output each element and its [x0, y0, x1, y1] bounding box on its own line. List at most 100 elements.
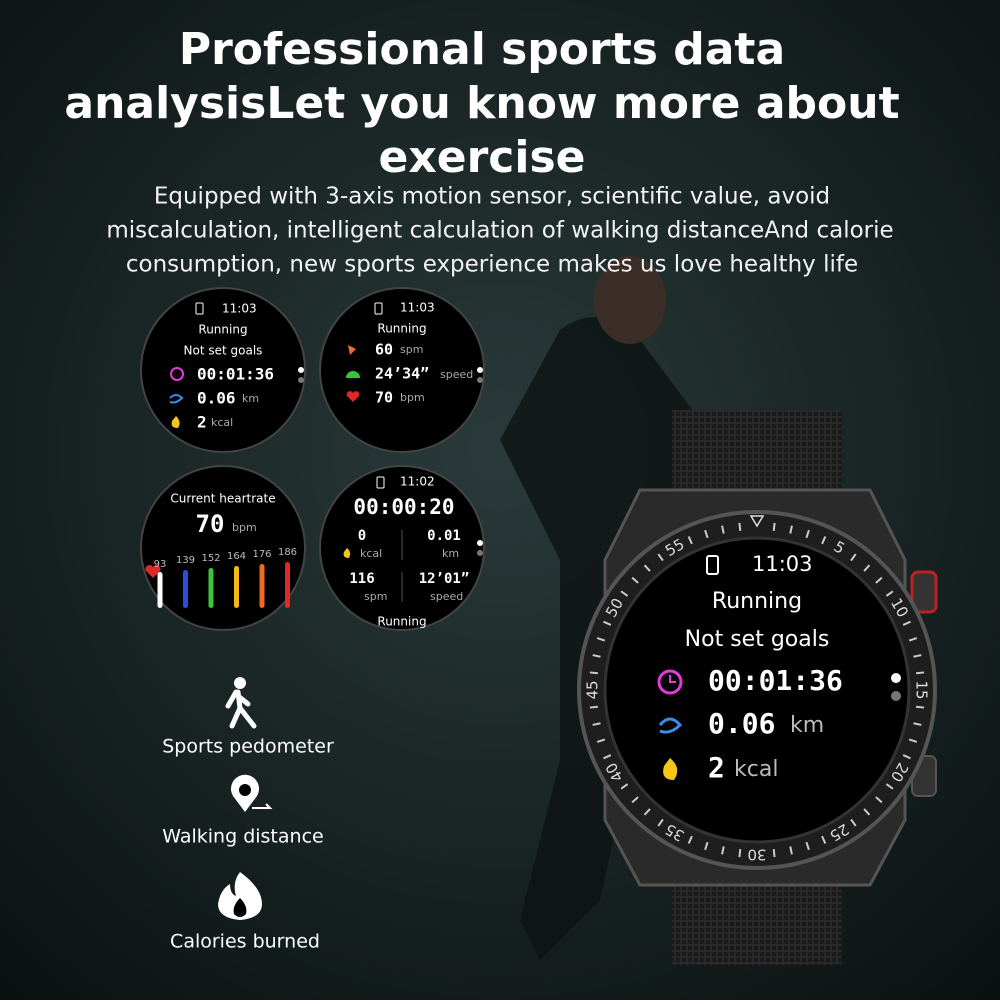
bezel-tick — [902, 754, 911, 760]
calories: 0 — [358, 528, 366, 544]
bezel-tick — [589, 671, 598, 675]
bezel-tick — [789, 846, 793, 855]
bezel-number: 30 — [747, 846, 766, 864]
unit: kcal — [360, 547, 382, 560]
bezel-tick — [603, 754, 612, 760]
pace: 24’34” — [375, 365, 429, 383]
bezel-tick — [913, 722, 922, 726]
watch-face: 11:03 Running Not set goals 00:01:36 0.0… — [140, 287, 306, 453]
bezel-tick — [620, 783, 629, 790]
bezel-tick — [589, 705, 598, 709]
timer: 00:00:20 — [353, 495, 454, 519]
cadence: 60 — [375, 341, 393, 359]
bezel-tick — [863, 564, 871, 572]
bezel-tick — [875, 796, 883, 804]
bezel-tick — [657, 818, 664, 827]
subtitle-line: miscalculation, intelligent calculation … — [106, 218, 893, 244]
bezel-tick — [902, 620, 911, 626]
bezel-tick — [789, 525, 793, 534]
heart: 70 — [196, 510, 225, 538]
bezel-tick — [916, 705, 925, 709]
subtitle-line: Equipped with 3-axis motion sensor, scie… — [154, 184, 830, 210]
bezel-tick — [643, 808, 651, 816]
bezel-tick — [875, 576, 883, 584]
bezel-tick — [620, 590, 629, 597]
bezel-tick — [704, 529, 709, 539]
watch-face: 11:02 00:00:20 0 kcal 0.01 km 116 spm 12… — [319, 465, 485, 631]
bezel-tick — [805, 529, 810, 539]
time: 11:03 — [222, 302, 257, 316]
unit: km — [242, 392, 259, 405]
calories: 2 — [708, 751, 725, 784]
zone-label: 176 — [252, 549, 271, 560]
zone-bar — [157, 572, 163, 608]
bezel-tick — [821, 536, 827, 545]
bezel-tick — [908, 738, 918, 743]
title-line: analysisLet you know more about — [64, 78, 899, 129]
watch-face: 11:03 Running 60 spm 24’34” speed 70 bpm — [319, 287, 485, 453]
zone-label: 152 — [201, 553, 220, 564]
zone-bar — [208, 568, 214, 608]
zone-bar — [183, 570, 188, 608]
zone-label: 139 — [176, 555, 195, 566]
title-line: exercise — [379, 132, 586, 183]
pace: 12’01” — [419, 571, 470, 587]
label: Current heartrate — [170, 492, 275, 506]
duration: 00:01:36 — [708, 664, 843, 697]
zone-label: 164 — [227, 551, 246, 562]
bezel-tick — [631, 796, 639, 804]
feature-label: Sports pedometer — [162, 736, 334, 758]
bezel-tick — [721, 846, 725, 855]
bezel-tick — [913, 654, 922, 658]
bezel-tick — [596, 738, 606, 743]
bezel-tick — [592, 722, 601, 726]
zone-label: 186 — [278, 547, 297, 558]
bezel-number: 15 — [913, 680, 931, 699]
bezel-tick — [738, 522, 742, 531]
time: 11:02 — [400, 475, 435, 489]
zone-bar — [259, 564, 265, 608]
mode: Running — [377, 322, 426, 336]
bezel-tick — [592, 654, 601, 658]
cadence: 116 — [349, 571, 374, 587]
smartwatch: 11:03 Running Not set goals 00:01:36 0.0… — [577, 410, 938, 965]
distance: 0.06 — [708, 707, 775, 740]
goal: Not set goals — [685, 627, 830, 652]
bezel-tick — [657, 553, 664, 562]
bezel-tick — [596, 637, 606, 642]
distance: 0.01 — [427, 528, 461, 544]
unit: spm — [400, 343, 423, 356]
bezel-tick — [687, 835, 693, 844]
bezel-tick — [821, 835, 827, 844]
bezel-tick — [772, 522, 776, 531]
bezel-tick — [885, 783, 894, 790]
unit: kcal — [211, 416, 233, 429]
goal: Not set goals — [184, 344, 263, 358]
unit: spm — [364, 590, 387, 603]
bezel-tick — [643, 564, 651, 572]
mode: Running — [377, 615, 426, 629]
title: Professional sports data analysisLet you… — [64, 24, 899, 278]
bezel-tick — [687, 536, 693, 545]
time: 11:03 — [400, 301, 435, 315]
heart: 70 — [375, 389, 393, 407]
bezel-tick — [772, 849, 776, 858]
runner-head — [594, 256, 666, 344]
bezel-tick — [738, 849, 742, 858]
mode: Running — [198, 323, 247, 337]
feature-label: Walking distance — [162, 826, 323, 848]
bezel-number: 45 — [584, 680, 602, 699]
bezel-tick — [908, 637, 918, 642]
unit: bpm — [232, 521, 257, 534]
bezel-tick — [631, 576, 639, 584]
bezel-tick — [721, 525, 725, 534]
bezel-tick — [704, 841, 709, 851]
bezel-tick — [863, 808, 871, 816]
feature-label: Calories burned — [170, 931, 320, 953]
bezel-tick — [916, 671, 925, 675]
bezel-tick — [805, 841, 810, 851]
distance: 0.06 — [197, 389, 236, 408]
time: 11:03 — [752, 552, 813, 576]
zone-label: 93 — [154, 559, 167, 570]
